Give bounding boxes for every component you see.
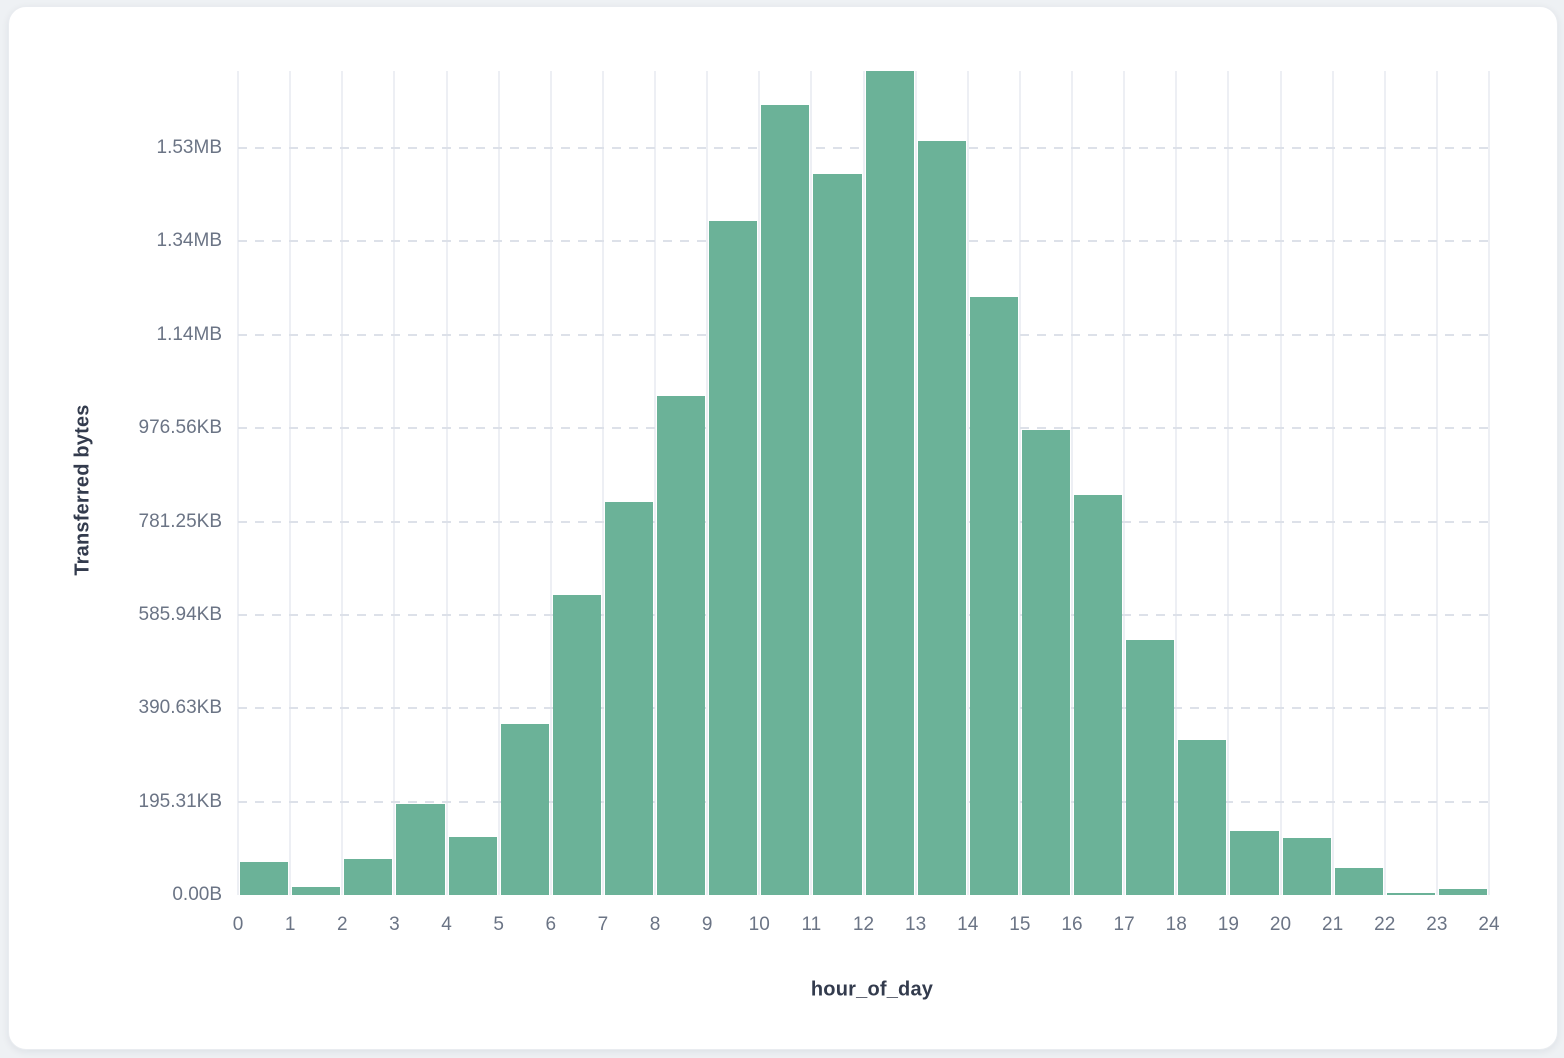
- x-tick-label: 14: [957, 914, 979, 935]
- histogram-bar-hour-13[interactable]: [917, 141, 966, 895]
- horizontal-gridline: [238, 520, 1489, 523]
- histogram-bar-hour-9[interactable]: [709, 221, 758, 895]
- x-tick-label: 0: [232, 914, 244, 935]
- histogram-bar-hour-8[interactable]: [657, 396, 706, 895]
- x-tick-label: 20: [1269, 914, 1292, 935]
- x-tick-label: 11: [801, 914, 822, 935]
- vertical-gridline: [1018, 71, 1021, 895]
- histogram-bar-hour-7[interactable]: [604, 502, 653, 895]
- histogram-bar-hour-2[interactable]: [344, 859, 393, 895]
- x-tick-label: 18: [1165, 914, 1187, 935]
- y-tick-label: 1.34MB: [156, 230, 222, 252]
- vertical-gridline: [549, 71, 552, 895]
- histogram-bar-hour-17[interactable]: [1126, 639, 1175, 895]
- histogram-bar-hour-20[interactable]: [1282, 838, 1331, 895]
- x-tick-label: 8: [649, 914, 661, 935]
- vertical-gridline: [1383, 71, 1386, 895]
- vertical-gridline: [1175, 71, 1178, 895]
- y-tick-label: 585.94KB: [138, 603, 222, 625]
- y-tick-label: 1.14MB: [156, 323, 222, 345]
- vertical-gridline: [1488, 71, 1490, 895]
- y-tick-label: 0.00B: [172, 884, 222, 905]
- x-tick-label: 2: [336, 914, 348, 935]
- histogram-bar-hour-3[interactable]: [396, 803, 445, 895]
- x-tick-label: 10: [748, 914, 770, 935]
- vertical-gridline: [914, 71, 917, 895]
- histogram-bar-hour-16[interactable]: [1074, 495, 1123, 895]
- vertical-gridline: [1123, 71, 1126, 895]
- x-tick-label: 15: [1009, 914, 1031, 935]
- histogram-bar-hour-14[interactable]: [969, 297, 1018, 895]
- vertical-gridline: [654, 71, 656, 895]
- horizontal-gridline: [238, 147, 1489, 150]
- vertical-gridline: [601, 71, 604, 895]
- vertical-gridline: [237, 71, 239, 895]
- histogram-bar-hour-22[interactable]: [1386, 893, 1435, 895]
- x-tick-label: 21: [1322, 914, 1344, 935]
- histogram-bar-hour-21[interactable]: [1334, 867, 1383, 895]
- histogram-bar-hour-19[interactable]: [1230, 831, 1279, 895]
- histogram-bar-hour-10[interactable]: [761, 105, 810, 895]
- histogram-bar-hour-15[interactable]: [1021, 429, 1070, 895]
- vertical-gridline: [341, 71, 344, 895]
- horizontal-gridline: [238, 333, 1489, 336]
- vertical-gridline: [706, 71, 709, 895]
- x-tick-label: 5: [493, 914, 504, 935]
- x-tick-label: 7: [597, 914, 609, 935]
- histogram-bar-hour-6[interactable]: [552, 594, 601, 895]
- vertical-gridline: [1331, 71, 1334, 895]
- vertical-gridline: [497, 71, 500, 895]
- y-tick-label: 195.31KB: [138, 790, 222, 812]
- histogram-bar-hour-23[interactable]: [1438, 888, 1487, 895]
- x-tick-label: 24: [1478, 914, 1500, 935]
- y-tick-label: 781.25KB: [138, 510, 222, 532]
- vertical-gridline: [810, 71, 813, 895]
- horizontal-gridline: [238, 427, 1489, 430]
- x-tick-label: 13: [905, 914, 927, 935]
- horizontal-gridline: [238, 240, 1489, 243]
- histogram-bar-hour-0[interactable]: [240, 861, 289, 895]
- histogram-bar-hour-4[interactable]: [448, 837, 497, 895]
- vertical-gridline: [393, 71, 396, 895]
- vertical-gridline: [862, 71, 865, 895]
- x-tick-label: 9: [701, 914, 713, 935]
- x-tick-label: 23: [1426, 914, 1448, 935]
- x-tick-label: 6: [545, 914, 557, 935]
- x-tick-label: 22: [1374, 914, 1396, 935]
- vertical-gridline: [758, 71, 761, 895]
- x-tick-label: 3: [389, 914, 400, 935]
- vertical-gridline: [1227, 71, 1230, 895]
- vertical-gridline: [966, 71, 969, 895]
- x-tick-label: 1: [284, 914, 296, 935]
- x-tick-label: 16: [1061, 914, 1083, 935]
- x-tick-label: 17: [1113, 914, 1135, 935]
- y-tick-label: 390.63KB: [138, 697, 222, 719]
- y-tick-label: 976.56KB: [138, 417, 222, 439]
- horizontal-gridline: [238, 707, 1489, 710]
- vertical-gridline: [445, 71, 448, 895]
- x-tick-label: 19: [1217, 914, 1239, 935]
- vertical-gridline: [1279, 71, 1282, 895]
- histogram-bar-hour-18[interactable]: [1178, 740, 1227, 895]
- histogram-bar-hour-11[interactable]: [813, 174, 862, 895]
- vertical-gridline: [1071, 71, 1073, 895]
- histogram-bar-hour-12[interactable]: [865, 71, 914, 895]
- plot-area: [237, 71, 1490, 895]
- histogram-bar-hour-5[interactable]: [500, 723, 549, 895]
- histogram-bar-hour-1[interactable]: [292, 887, 341, 895]
- x-tick-label: 4: [441, 914, 452, 935]
- horizontal-gridline: [238, 800, 1489, 803]
- horizontal-gridline: [238, 613, 1489, 616]
- y-tick-label: 1.53MB: [156, 137, 222, 159]
- x-axis-title: hour_of_day: [810, 978, 934, 1001]
- vertical-gridline: [289, 71, 292, 895]
- x-tick-label: 12: [852, 914, 875, 935]
- vertical-gridline: [1435, 71, 1438, 895]
